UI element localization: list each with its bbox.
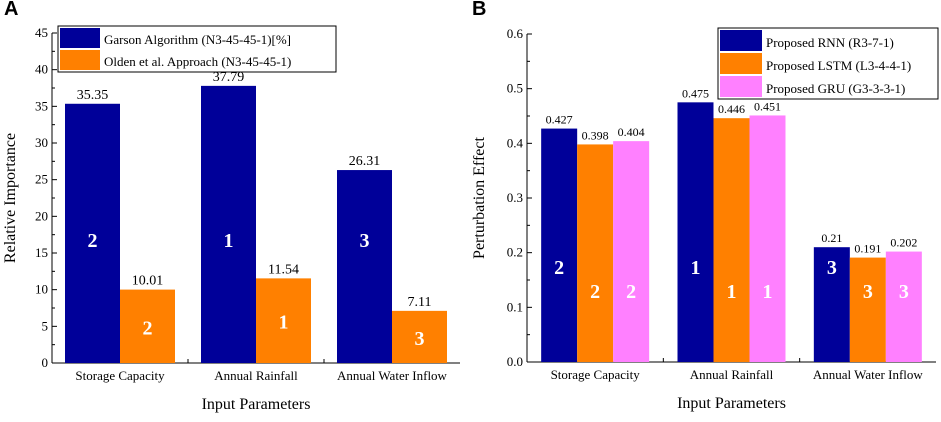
data-label: 37.79 — [213, 70, 245, 85]
rank-label: 2 — [554, 257, 564, 279]
y-axis-title: Relative Importance — [2, 133, 19, 263]
x-axis-title: Input Parameters — [202, 396, 311, 413]
y-tick-label: 10 — [35, 282, 48, 297]
rank-label: 1 — [727, 281, 737, 303]
bar — [613, 141, 650, 362]
legend-label: Proposed GRU (G3-3-3-1) — [766, 81, 905, 96]
rank-label: 2 — [590, 281, 600, 303]
y-tick-label: 20 — [35, 208, 48, 223]
panel-a-letter: A — [4, 0, 19, 20]
data-label: 11.54 — [268, 262, 299, 277]
legend-swatch — [60, 28, 100, 48]
rank-label: 3 — [863, 281, 873, 303]
rank-label: 1 — [691, 257, 701, 279]
rank-label: 1 — [279, 312, 289, 334]
data-label: 26.31 — [349, 154, 381, 169]
legend-swatch — [720, 76, 762, 97]
chart-b: 0.0 0.1 0.2 0.3 0.4 0.5 0.6 Storage Capacity 0.4… — [471, 26, 939, 412]
y-tick-label: 35 — [35, 98, 48, 113]
bar — [120, 289, 175, 363]
y-tick-label: 15 — [35, 245, 48, 260]
bar — [65, 103, 120, 364]
data-label: 0.427 — [546, 113, 573, 127]
data-label: 0.475 — [682, 86, 709, 100]
y-tick-label: 5 — [42, 318, 49, 333]
x-tick-label: Annual Rainfall — [690, 367, 774, 382]
rank-label: 1 — [224, 230, 234, 252]
bar — [813, 247, 850, 362]
bar — [849, 257, 886, 362]
data-label: 0.404 — [618, 125, 645, 139]
rank-label: 3 — [899, 281, 909, 303]
rank-label: 2 — [626, 281, 636, 303]
bar — [577, 144, 614, 362]
legend-swatch — [720, 53, 762, 74]
x-axis-title: Input Parameters — [677, 395, 786, 412]
legend-label: Garson Algorithm (N3-45-45-1)[%] — [104, 32, 291, 47]
rank-label: 3 — [827, 257, 837, 279]
rank-label: 2 — [88, 230, 98, 252]
y-tick-label: 0.6 — [507, 26, 524, 41]
x-tick-label: Annual Water Inflow — [813, 367, 924, 382]
bar — [392, 310, 447, 363]
y-tick-label: 40 — [35, 62, 48, 77]
y-tick-label: 25 — [35, 172, 48, 187]
legend-box — [57, 25, 337, 73]
bar — [337, 170, 392, 363]
data-label: 0.398 — [582, 128, 609, 142]
y-tick-label: 0.2 — [507, 245, 523, 260]
data-label: 0.446 — [718, 102, 745, 116]
data-label: 0.21 — [821, 231, 842, 245]
rank-label: 3 — [415, 328, 425, 350]
data-label: 0.451 — [754, 99, 781, 113]
bar — [541, 128, 578, 362]
data-label: 35.35 — [77, 88, 109, 103]
y-tick-label: 0.4 — [507, 135, 524, 150]
y-tick-label: 45 — [35, 25, 48, 40]
y-axis-title: Perturbation Effect — [471, 137, 488, 259]
panel-b-letter: B — [472, 0, 487, 20]
data-label: 10.01 — [132, 274, 164, 289]
y-tick-label: 0.3 — [507, 190, 523, 205]
legend-label: Proposed LSTM (L3-4-4-1) — [766, 58, 911, 73]
legend-swatch — [60, 50, 100, 70]
bar — [749, 115, 786, 362]
y-tick-label: 0.0 — [507, 354, 523, 369]
x-tick-label: Annual Water Inflow — [337, 368, 448, 383]
x-tick-label: Storage Capacity — [75, 368, 165, 383]
y-tick-label: 30 — [35, 135, 48, 150]
bar — [885, 251, 922, 362]
x-tick-label: Storage Capacity — [551, 367, 641, 382]
bar — [256, 278, 311, 363]
rank-label: 1 — [763, 281, 773, 303]
bar — [201, 85, 256, 363]
y-tick-label: 0 — [42, 355, 49, 370]
rank-label: 3 — [360, 230, 370, 252]
data-label: 0.202 — [890, 236, 917, 250]
legend-swatch — [720, 30, 762, 51]
x-tick-label: Annual Rainfall — [214, 368, 298, 383]
legend-label: Proposed RNN (R3-7-1) — [766, 35, 894, 50]
bar — [713, 118, 750, 362]
y-tick-label: 0.5 — [507, 81, 523, 96]
data-label: 7.11 — [408, 295, 432, 310]
chart-a: 0 5 10 15 20 25 30 35 40 45 Storage Capacity 35.35 2… — [2, 25, 460, 413]
rank-label: 2 — [143, 317, 153, 339]
data-label: 0.191 — [854, 242, 881, 256]
legend-label: Olden et al. Approach (N3-45-45-1) — [104, 54, 291, 69]
bar — [677, 102, 714, 362]
y-tick-label: 0.1 — [507, 299, 523, 314]
